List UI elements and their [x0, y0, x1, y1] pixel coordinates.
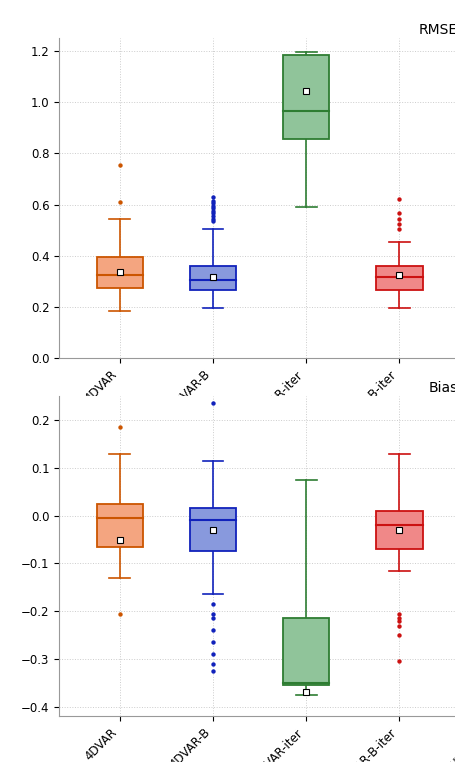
Point [116, 158, 123, 171]
Point [209, 190, 216, 203]
Point [209, 397, 216, 409]
Point [209, 205, 216, 217]
Point [209, 202, 216, 214]
Point [209, 213, 216, 225]
Point [209, 207, 216, 219]
Point [209, 624, 216, 636]
Point [209, 197, 216, 210]
Point [395, 223, 402, 235]
Text: RMSE: RMSE [418, 23, 455, 37]
Point [209, 658, 216, 670]
Point [395, 620, 402, 632]
Point [209, 210, 216, 223]
Bar [282, 618, 329, 685]
Point [395, 615, 402, 627]
Point [395, 655, 402, 668]
Point [209, 598, 216, 610]
Bar [189, 266, 236, 290]
Bar [96, 504, 143, 546]
Bar [375, 266, 422, 290]
Point [209, 200, 216, 212]
Point [209, 636, 216, 648]
Point [209, 215, 216, 227]
Point [395, 207, 402, 219]
Point [395, 607, 402, 620]
Point [395, 194, 402, 206]
Point [209, 612, 216, 624]
Bar [282, 55, 329, 139]
Point [395, 629, 402, 641]
Point [209, 648, 216, 661]
Bar [375, 511, 422, 549]
Text: Bias: Bias [428, 381, 455, 395]
Point [395, 213, 402, 225]
Point [209, 194, 216, 207]
Point [116, 421, 123, 434]
Bar [96, 257, 143, 288]
Point [209, 664, 216, 677]
Bar [189, 508, 236, 552]
Point [395, 612, 402, 624]
Point [116, 196, 123, 208]
Point [395, 218, 402, 230]
Point [209, 607, 216, 620]
Point [116, 607, 123, 620]
